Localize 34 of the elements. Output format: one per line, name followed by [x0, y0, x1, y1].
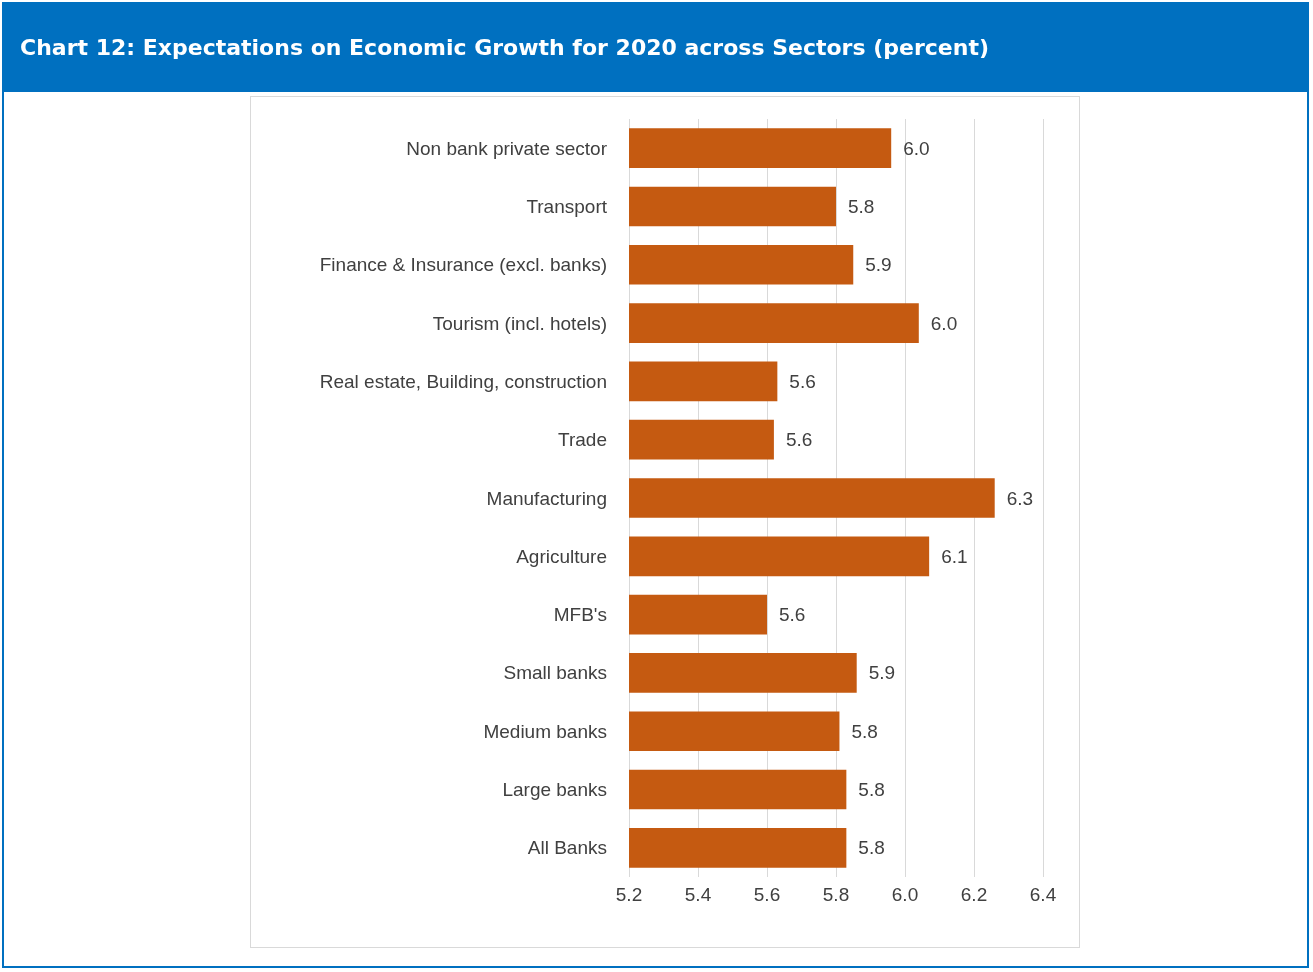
- data-label: 5.8: [858, 837, 885, 859]
- x-tick-label: 5.2: [615, 884, 643, 905]
- data-label: 5.6: [785, 429, 813, 451]
- x-tick-label: 6.0: [891, 884, 919, 905]
- y-tick-label: Medium banks: [483, 720, 607, 742]
- y-tick-label: Real estate, Building, construction: [319, 370, 607, 392]
- x-tick-label: 6.2: [960, 884, 988, 905]
- y-tick-label: Small banks: [503, 662, 607, 684]
- y-tick-label: All Banks: [527, 837, 607, 859]
- data-label: 6.0: [930, 312, 958, 334]
- y-tick-label: Tourism (incl. hotels): [432, 312, 607, 334]
- x-tick-label: 5.8: [822, 884, 850, 905]
- y-tick-label: MFB's: [553, 604, 607, 626]
- data-label: 6.3: [1006, 487, 1034, 509]
- y-tick-label: Manufacturing: [486, 487, 607, 509]
- chart-title: Chart 12: Expectations on Economic Growth for 2020 across Sectors (percent): [4, 4, 1307, 92]
- data-label: 5.9: [868, 662, 896, 684]
- data-label: 6.0: [903, 137, 930, 159]
- data-label: 5.6: [789, 370, 816, 392]
- data-label: 5.8: [858, 779, 885, 801]
- x-tick-label: 5.6: [753, 884, 781, 905]
- y-tick-label: Agriculture: [516, 545, 607, 567]
- y-tick-label: Non bank private sector: [406, 137, 608, 159]
- y-tick-label: Transport: [526, 195, 608, 217]
- data-label: 5.8: [848, 195, 875, 217]
- x-tick-label: 6.4: [1029, 884, 1057, 905]
- y-tick-label: Finance & Insurance (excl. banks): [319, 254, 607, 276]
- data-label: 6.1: [941, 545, 968, 567]
- y-tick-label: Trade: [558, 429, 607, 451]
- data-label: 5.9: [865, 254, 892, 276]
- x-tick-label: 5.4: [684, 884, 712, 905]
- data-label: 5.8: [851, 720, 878, 742]
- y-tick-label: Large banks: [502, 779, 607, 801]
- data-label: 5.6: [779, 604, 806, 626]
